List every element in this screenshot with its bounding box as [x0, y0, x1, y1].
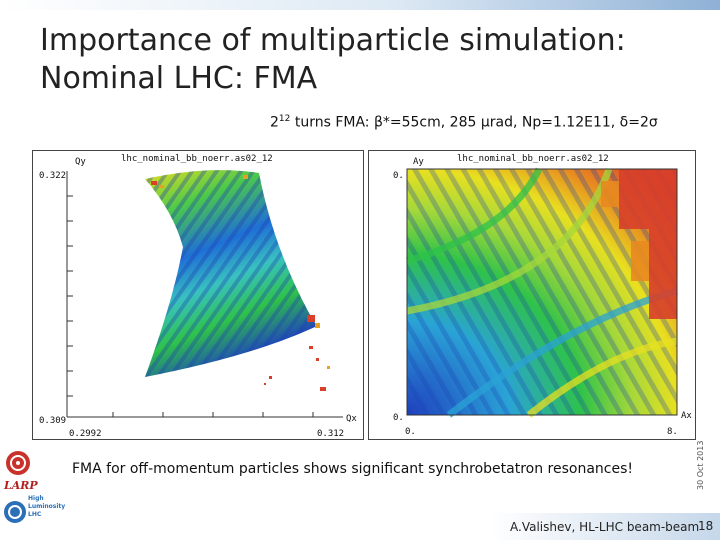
plot-left-axis-ticks	[66, 171, 343, 418]
subtitle-base: 2	[270, 114, 279, 131]
plot-right-x-left: 0.	[405, 427, 416, 437]
plot-right-y-bottom: 0.	[393, 413, 404, 423]
larp-logo-text: LARP	[4, 479, 38, 492]
page-number: 18	[698, 519, 714, 533]
fma-plot-tune-space: lhc_nominal_bb_noerr.as02_12 Qy 0.322 0.…	[32, 150, 364, 440]
slide-title: Importance of multiparticle simulation: …	[40, 22, 700, 98]
side-date: 30 Oct 2013	[696, 440, 705, 490]
hilumi-line-2: Luminosity	[28, 503, 66, 510]
plot-left-xlabel: Qx	[346, 414, 357, 424]
slide-subtitle: 212 turns FMA: β*=55cm, 285 μrad, Np=1.1…	[270, 114, 658, 131]
plot-left-x-left: 0.2992	[69, 429, 102, 439]
top-decorative-band	[0, 0, 720, 10]
tune-footprint-speckles	[151, 175, 330, 391]
hilumi-logo-text: High Luminosity LHC	[28, 495, 65, 519]
plot-right-y-top: 0.	[393, 171, 404, 181]
tune-footprint-svg	[66, 170, 343, 418]
subtitle-text: turns FMA: β*=55cm, 285 μrad, Np=1.12E11…	[290, 114, 658, 131]
slide-caption: FMA for off-momentum particles shows sig…	[72, 461, 634, 477]
amplitude-unstable-region	[601, 169, 677, 319]
footer-bar	[490, 513, 720, 540]
footer-author: A.Valishev, HL-LHC beam-beam	[510, 520, 700, 534]
hilumi-line-1: High	[28, 495, 44, 502]
plot-right-title: lhc_nominal_bb_noerr.as02_12	[457, 154, 609, 164]
amplitude-map-svg	[406, 167, 678, 418]
plot-left-x-right: 0.312	[317, 429, 345, 439]
fma-plot-amplitude-space: lhc_nominal_bb_noerr.as02_12 Ay 0. 0. Ax…	[368, 150, 696, 440]
title-line-2: Nominal LHC: FMA	[40, 61, 318, 96]
plot-left-title: lhc_nominal_bb_noerr.as02_12	[121, 154, 273, 164]
plot-right-xlabel: Ax	[681, 411, 692, 421]
plot-left-y-top: 0.322	[39, 171, 67, 181]
plot-left-y-bottom: 0.309	[39, 416, 67, 426]
title-line-1: Importance of multiparticle simulation:	[40, 23, 626, 58]
logo-area: LARP High Luminosity LHC	[0, 445, 65, 540]
plot-right-ylabel: Ay	[413, 157, 424, 167]
plot-right-x-right: 8.	[667, 427, 678, 437]
plot-left-ylabel: Qy	[75, 157, 86, 167]
hilumi-line-3: LHC	[28, 511, 42, 518]
hilumi-logo-icon	[4, 501, 26, 523]
subtitle-exponent: 12	[278, 114, 291, 124]
larp-logo	[6, 451, 30, 475]
